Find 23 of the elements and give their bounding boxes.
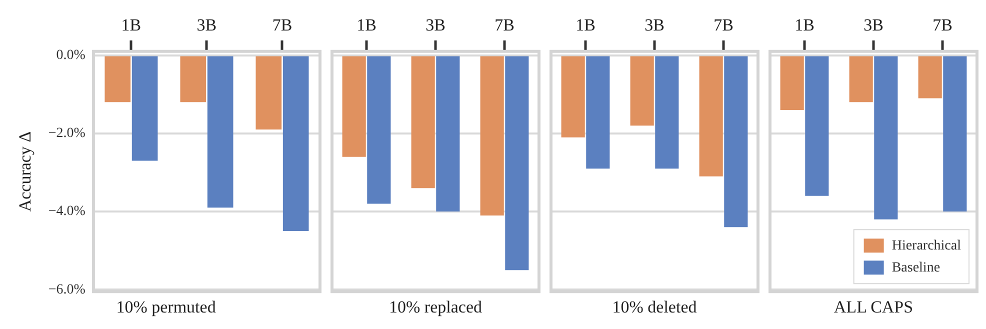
x-axis-title: 10% permuted — [116, 297, 216, 316]
x-tick-label: 3B — [196, 16, 217, 35]
legend-label: Baseline — [892, 260, 940, 276]
x-tick-label: 3B — [644, 16, 664, 35]
x-tick-label: 3B — [864, 16, 884, 35]
x-tick-label: 3B — [426, 16, 446, 35]
x-tick-label: 1B — [121, 16, 142, 35]
x-tick-label: 1B — [356, 16, 376, 35]
y-tick-label: −4.0% — [48, 204, 86, 220]
x-tick-label: 1B — [794, 16, 814, 35]
x-tick-label: 1B — [576, 16, 596, 35]
x-axis-title: 10% deleted — [612, 297, 698, 316]
y-tick-label: −2.0% — [48, 126, 86, 142]
x-tick-label: 7B — [714, 16, 734, 35]
x-tick-label: 7B — [272, 16, 292, 35]
y-tick-label: 0.0% — [56, 48, 86, 63]
x-tick-label: 7B — [494, 16, 514, 35]
y-axis-title: Accuracy Δ — [16, 131, 35, 212]
x-tick-label: 7B — [932, 16, 952, 35]
y-tick-label: −6.0% — [48, 282, 86, 298]
x-axis-title: 10% replaced — [389, 297, 482, 316]
x-axis-title: ALL CAPS — [834, 297, 914, 316]
legend-label: Hierarchical — [892, 238, 962, 254]
